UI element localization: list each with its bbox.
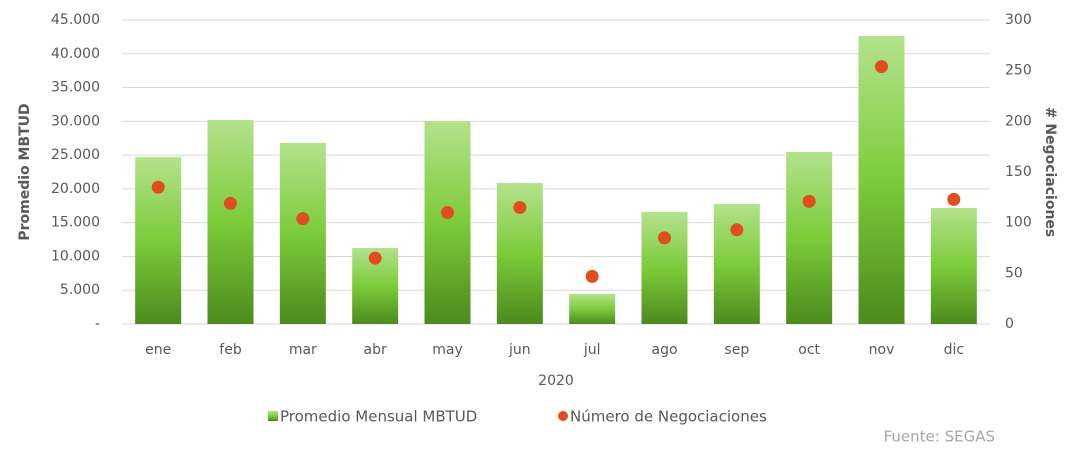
legend-swatch bbox=[558, 411, 568, 421]
y2-tick-label: 50 bbox=[1005, 265, 1023, 281]
x-tick-label: ago bbox=[651, 342, 677, 358]
y2-tick-label: 200 bbox=[1005, 113, 1032, 129]
source-note: Fuente: SEGAS bbox=[884, 428, 995, 446]
dot bbox=[441, 206, 454, 220]
dot bbox=[368, 251, 382, 265]
y-tick-label: 10.000 bbox=[51, 248, 100, 264]
y-tick-label: 30.000 bbox=[51, 113, 100, 129]
y-tick-label: 25.000 bbox=[51, 147, 100, 163]
bar bbox=[930, 208, 977, 324]
bar bbox=[858, 36, 905, 324]
y-axis-label: Promedio MBTUD bbox=[17, 103, 33, 240]
x-tick-label: nov bbox=[869, 342, 895, 358]
y-tick-label: 40.000 bbox=[51, 46, 100, 62]
x-tick-label: ene bbox=[145, 342, 171, 358]
x-tick-label: may bbox=[432, 342, 463, 358]
bar bbox=[207, 119, 254, 324]
y-tick-label: 35.000 bbox=[51, 80, 100, 96]
y2-tick-label: 0 bbox=[1005, 316, 1014, 332]
dot bbox=[658, 231, 671, 245]
y-tick-label: 5.000 bbox=[60, 282, 100, 298]
x-tick-label: jun bbox=[508, 342, 531, 358]
bar bbox=[786, 152, 833, 324]
y2-tick-label: 300 bbox=[1005, 12, 1032, 28]
dot bbox=[730, 223, 744, 237]
legend-label: Promedio Mensual MBTUD bbox=[280, 408, 477, 426]
dot bbox=[947, 192, 961, 206]
x-tick-label: mar bbox=[289, 342, 317, 358]
dot bbox=[875, 60, 888, 74]
legend-label: Número de Negociaciones bbox=[570, 408, 767, 426]
y2-tick-label: 250 bbox=[1005, 63, 1032, 79]
dot bbox=[296, 212, 310, 226]
legend-swatch bbox=[268, 411, 278, 421]
bar bbox=[641, 211, 688, 324]
y-tick-label: 15.000 bbox=[51, 215, 100, 231]
x-tick-label: feb bbox=[219, 342, 242, 358]
dot bbox=[802, 194, 816, 208]
dot bbox=[585, 269, 599, 283]
bar bbox=[279, 142, 326, 324]
dot bbox=[151, 180, 165, 194]
bar bbox=[569, 294, 616, 324]
x-tick-label: dic bbox=[944, 342, 964, 358]
y2-axis-label: # Negociaciones bbox=[1042, 107, 1058, 238]
y2-tick-label: 100 bbox=[1005, 215, 1032, 231]
x-axis-label: 2020 bbox=[538, 373, 574, 389]
x-tick-label: jul bbox=[583, 342, 601, 358]
dot bbox=[224, 196, 237, 210]
x-tick-label: sep bbox=[724, 342, 749, 358]
x-tick-label: oct bbox=[798, 342, 820, 358]
dot bbox=[513, 200, 527, 214]
y-tick-label: 20.000 bbox=[51, 181, 100, 197]
y2-tick-label: 150 bbox=[1005, 164, 1032, 180]
x-tick-label: abr bbox=[364, 342, 387, 358]
y-tick-label: 45.000 bbox=[51, 12, 100, 28]
bar bbox=[424, 120, 471, 325]
bar bbox=[713, 204, 760, 324]
y-tick-label: - bbox=[95, 316, 100, 332]
